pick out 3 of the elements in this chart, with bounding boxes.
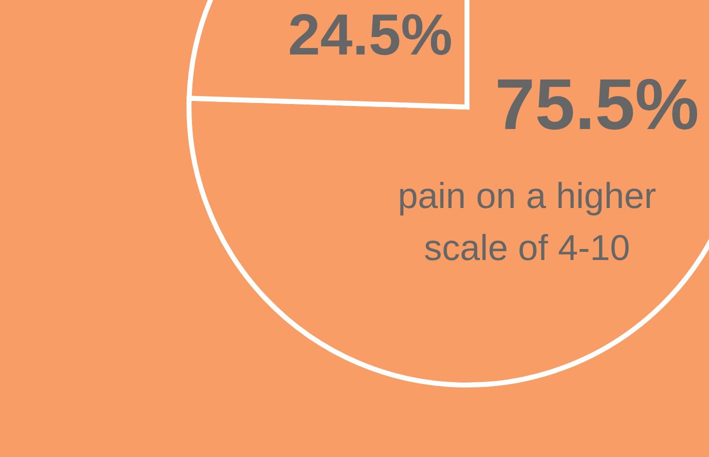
slice-label: pain on a higher scale of 4-10 — [398, 175, 656, 268]
data-label: 24.5% — [288, 2, 453, 68]
data-label: 75.5% — [494, 65, 700, 145]
